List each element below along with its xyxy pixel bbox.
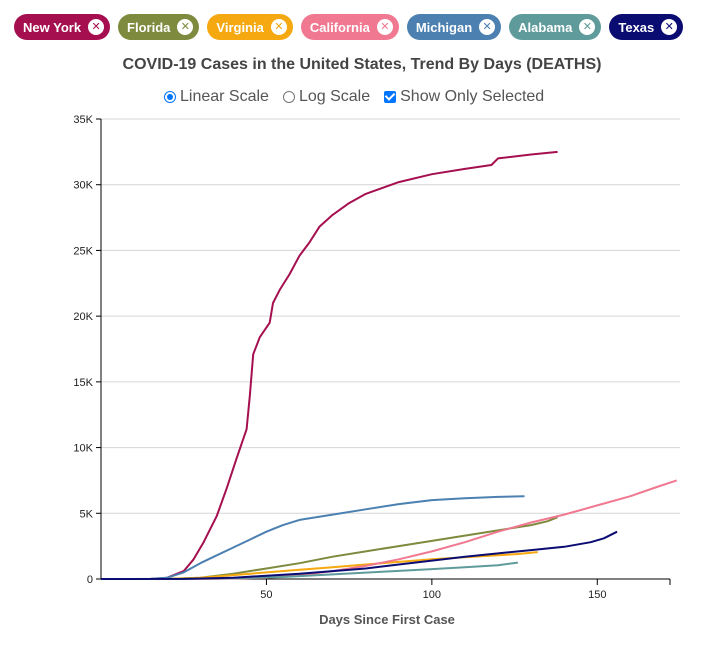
chip-label: Florida bbox=[127, 19, 171, 35]
chip-label: Virginia bbox=[216, 19, 264, 35]
close-icon[interactable]: ✕ bbox=[376, 19, 393, 35]
x-tick-label: 150 bbox=[588, 589, 606, 601]
show-only-selected-option[interactable]: Show Only Selected bbox=[384, 88, 544, 106]
y-tick-label: 30K bbox=[73, 180, 93, 192]
series-line-michigan bbox=[100, 495, 525, 580]
log-scale-radio[interactable] bbox=[282, 91, 295, 103]
chip-florida[interactable]: Florida ✕ bbox=[118, 14, 200, 40]
chip-california[interactable]: California ✕ bbox=[300, 14, 399, 40]
chart-title: COVID-19 Cases in the United States, Tre… bbox=[122, 56, 602, 73]
y-tick-label: 15K bbox=[73, 377, 93, 389]
chip-label: Alabama bbox=[518, 19, 573, 35]
chip-virginia[interactable]: Virginia ✕ bbox=[207, 14, 293, 40]
x-tick-label: 50 bbox=[260, 589, 272, 601]
scale-options: Linear Scale Log Scale Show Only Selecte… bbox=[164, 88, 558, 106]
y-tick-label: 5K bbox=[80, 508, 94, 520]
y-tick-label: 0 bbox=[87, 574, 93, 586]
log-scale-option[interactable]: Log Scale bbox=[282, 88, 371, 106]
close-icon[interactable]: ✕ bbox=[270, 19, 287, 35]
show-only-selected-checkbox[interactable] bbox=[384, 91, 397, 103]
series-line-california bbox=[100, 479, 678, 580]
state-chips: New York ✕ Florida ✕ Virginia ✕ California ✕ Mic… bbox=[14, 14, 684, 40]
chip-label: California bbox=[309, 19, 370, 35]
y-tick-label: 25K bbox=[73, 245, 93, 257]
chip-michigan[interactable]: Michigan ✕ bbox=[406, 14, 502, 40]
close-icon[interactable]: ✕ bbox=[88, 19, 105, 35]
close-icon[interactable]: ✕ bbox=[177, 19, 194, 35]
chip-label: Texas bbox=[618, 19, 655, 35]
linear-scale-option[interactable]: Linear Scale bbox=[164, 88, 269, 106]
y-tick-label: 20K bbox=[73, 311, 93, 323]
close-icon[interactable]: ✕ bbox=[661, 19, 678, 35]
chip-texas[interactable]: Texas ✕ bbox=[609, 14, 684, 40]
chip-label: Michigan bbox=[415, 19, 473, 35]
linear-scale-label: Linear Scale bbox=[180, 88, 269, 105]
series-line-virginia bbox=[100, 551, 538, 580]
chip-new-york[interactable]: New York ✕ bbox=[14, 14, 111, 40]
x-axis-title: Days Since First Case bbox=[319, 612, 455, 627]
series-line-texas bbox=[100, 530, 618, 580]
y-tick-label: 35K bbox=[73, 114, 93, 126]
chip-alabama[interactable]: Alabama ✕ bbox=[509, 14, 602, 40]
show-only-selected-label: Show Only Selected bbox=[400, 88, 545, 105]
log-scale-label: Log Scale bbox=[298, 88, 371, 105]
series-line-alabama bbox=[100, 561, 519, 580]
chip-label: New York bbox=[23, 19, 82, 35]
close-icon[interactable]: ✕ bbox=[579, 19, 596, 35]
linear-scale-radio[interactable] bbox=[164, 91, 176, 103]
series-line-new-york bbox=[100, 150, 558, 580]
y-tick-label: 10K bbox=[73, 443, 93, 455]
series-line-florida bbox=[100, 516, 558, 580]
close-icon[interactable]: ✕ bbox=[479, 19, 496, 35]
x-tick-label: 100 bbox=[423, 589, 441, 601]
